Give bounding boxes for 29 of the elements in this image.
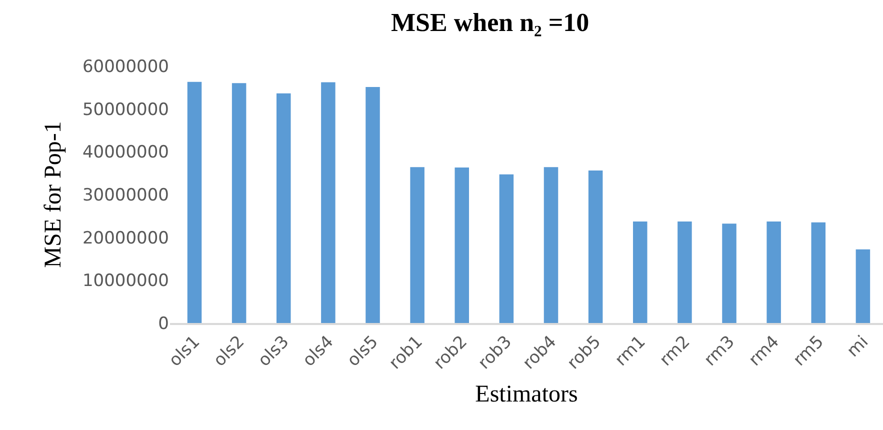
bar <box>544 167 558 323</box>
bar <box>811 222 826 323</box>
x-axis-title: Estimators <box>475 381 578 408</box>
bar <box>232 83 246 323</box>
y-tick-label: 30000000 <box>82 185 169 206</box>
y-tick-label: 60000000 <box>82 56 169 77</box>
bar <box>276 93 291 323</box>
x-tick-label: mi <box>843 332 872 362</box>
bar <box>633 221 648 323</box>
y-tick-label: 50000000 <box>82 100 169 120</box>
bar <box>499 174 514 323</box>
x-tick-label: ols1 <box>165 332 204 371</box>
y-tick-label: 40000000 <box>82 142 169 163</box>
bar <box>187 82 202 323</box>
bar <box>722 224 736 323</box>
bar <box>321 82 336 323</box>
chart-title: MSE when n₂ =10 <box>390 8 590 38</box>
y-axis-title: MSE for Pop-1 <box>40 121 67 268</box>
y-tick-label: 0 <box>158 314 169 334</box>
y-tick-label: 20000000 <box>82 228 169 248</box>
bar <box>454 168 470 323</box>
bar <box>410 167 424 323</box>
bar <box>588 170 603 323</box>
bar <box>856 249 870 323</box>
bar <box>366 86 380 323</box>
bar <box>766 221 781 323</box>
x-tick-label: rm1 <box>611 332 650 370</box>
bar <box>678 221 692 323</box>
y-tick-label: 10000000 <box>82 271 169 292</box>
